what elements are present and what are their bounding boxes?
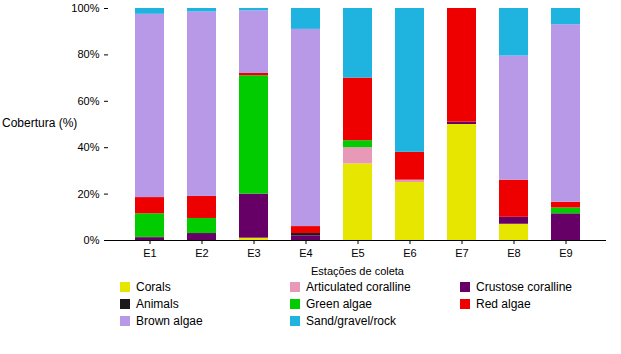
html-text:Cobertura (%): Cobertura (%): [2, 116, 78, 130]
svg-text:100%: 100%: [71, 2, 99, 14]
svg-text:60%: 60%: [77, 95, 99, 107]
svg-text:40%: 40%: [77, 141, 99, 153]
svg-text:20%: 20%: [77, 188, 99, 200]
html-text:Brown algae: Brown algae: [136, 314, 203, 328]
svg-text:E2: E2: [195, 247, 208, 259]
html-text:Sand/gravel/rock: Sand/gravel/rock: [306, 314, 396, 328]
svg-text:E5: E5: [351, 247, 364, 259]
html-text:Red algae: Red algae: [476, 297, 531, 311]
html-text:Animals: Animals: [136, 297, 179, 311]
svg-text:E4: E4: [299, 247, 312, 259]
html-text:Green algae: Green algae: [306, 297, 372, 311]
svg-text:Estações de coleta: Estações de coleta: [311, 265, 405, 277]
svg-text:E3: E3: [247, 247, 260, 259]
html-text:Crustose coralline: Crustose coralline: [476, 280, 572, 294]
svg-text:E8: E8: [507, 247, 520, 259]
svg-text:80%: 80%: [77, 48, 99, 60]
html-text:Corals: Corals: [136, 280, 171, 294]
svg-text:E9: E9: [559, 247, 572, 259]
svg-text:E1: E1: [143, 247, 156, 259]
svg-text:E6: E6: [403, 247, 416, 259]
html-text:Articulated coralline: Articulated coralline: [306, 280, 411, 294]
svg-text:0%: 0%: [84, 234, 100, 246]
svg-text:E7: E7: [455, 247, 468, 259]
